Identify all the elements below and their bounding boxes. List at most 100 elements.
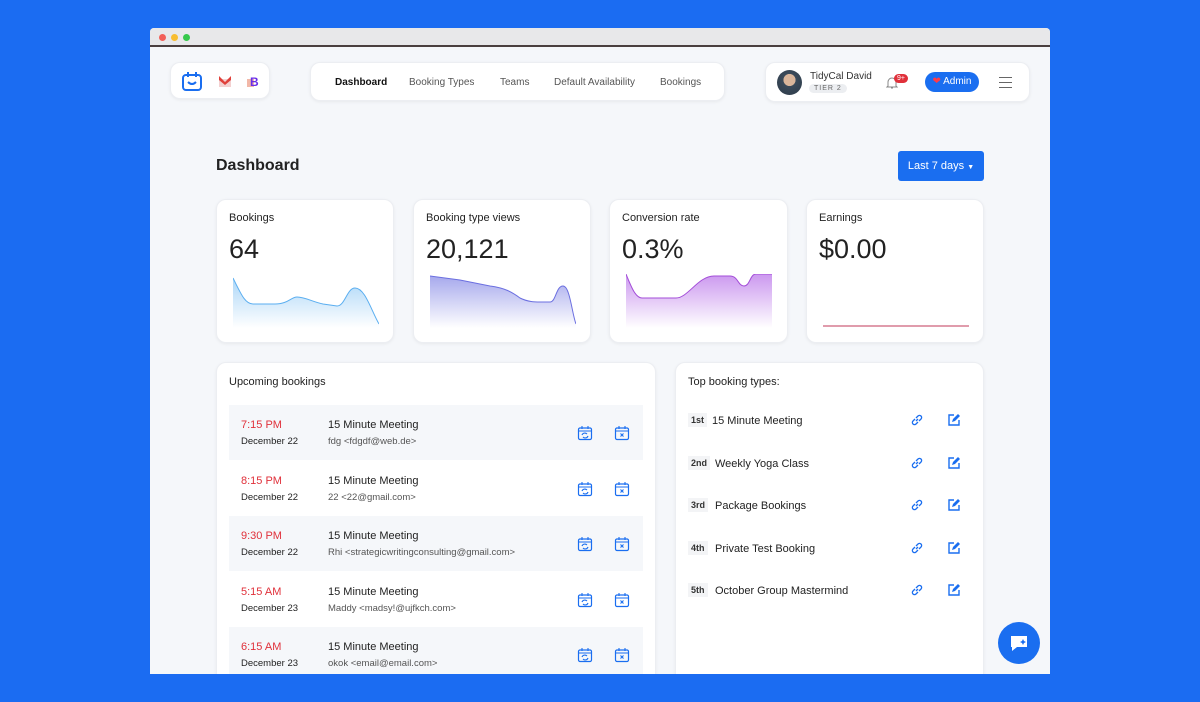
stat-value: 20,121 [426,234,509,264]
upcoming-bookings-card: Upcoming bookings 7:15 PM December 22 15… [216,362,656,674]
nav-default-availability[interactable]: Default Availability [554,77,635,88]
browser-window: B Dashboard Booking Types Teams Default … [150,28,1050,674]
edit-icon[interactable] [947,413,961,432]
top-type-item: 2nd Weekly Yoga Class [688,450,973,480]
reschedule-icon[interactable] [577,592,593,613]
booking-meeting: 15 Minute Meeting [328,474,419,487]
stat-label: Conversion rate [622,212,700,224]
user-bar: TidyCal David TIER 2 9+ ❤ Admin [765,62,1030,102]
top-type-item: 5th October Group Mastermind [688,577,973,607]
chat-icon [1011,636,1027,651]
minimize-dot[interactable] [171,34,178,41]
earnings-sparkline [823,325,969,327]
top-type-item: 1st 15 Minute Meeting [688,407,973,437]
booking-meeting: 15 Minute Meeting [328,641,419,653]
copy-link-icon[interactable] [910,498,924,517]
avatar[interactable] [777,70,802,95]
svg-text:B: B [250,75,259,87]
main-nav: Dashboard Booking Types Teams Default Av… [310,62,725,101]
booking-guest: Maddy <madsy!@ujfkch.com> [328,602,456,614]
stat-card-conversion: Conversion rate 0.3% [609,199,788,343]
stat-label: Bookings [229,212,275,224]
reschedule-icon[interactable] [577,536,593,557]
top-type-name: Weekly Yoga Class [715,457,809,470]
app-switcher: B [170,62,270,99]
edit-icon[interactable] [947,541,961,560]
stat-value: $0.00 [819,234,887,264]
rank-badge: 3rd [688,498,709,512]
cancel-booking-icon[interactable] [614,425,630,446]
booking-date: December 23 [241,658,299,669]
booking-row[interactable]: 9:30 PM December 22 15 Minute Meeting Rh… [229,516,643,571]
booking-time: 8:15 PM [241,474,282,487]
stat-label: Booking type views [426,212,521,224]
booking-row[interactable]: 6:15 AM December 23 15 Minute Meeting ok… [229,627,643,674]
copy-link-icon[interactable] [910,413,924,432]
booking-meeting: 15 Minute Meeting [328,530,419,542]
user-name[interactable]: TidyCal David [810,71,872,82]
stat-value: 64 [229,234,260,264]
copy-link-icon[interactable] [910,583,924,602]
booking-guest: Rhi <strategicwritingconsulting@gmail.co… [328,547,516,558]
rank-badge: 4th [688,540,708,555]
cancel-booking-icon[interactable] [614,592,630,613]
heart-icon: ❤ [932,76,941,87]
booking-date: December 22 [241,491,299,503]
reschedule-icon[interactable] [577,647,593,668]
rank-badge: 1st [688,413,708,427]
copy-link-icon[interactable] [910,541,924,560]
mail-app-icon[interactable] [219,76,231,87]
top-type-name: 15 Minute Meeting [712,415,803,427]
menu-icon[interactable] [999,77,1012,88]
caret-down-icon: ▼ [967,164,975,171]
reschedule-icon[interactable] [577,425,593,446]
nav-dashboard[interactable]: Dashboard [335,77,388,88]
admin-label: Admin [943,76,972,87]
nav-bookings[interactable]: Bookings [660,77,702,88]
cancel-booking-icon[interactable] [614,647,630,668]
admin-button[interactable]: ❤ Admin [925,72,979,92]
booking-time: 7:15 PM [241,419,282,431]
booking-guest: okok <email@email.com> [328,658,438,669]
top-type-name: Package Bookings [715,500,807,512]
cancel-booking-icon[interactable] [614,481,630,502]
views-sparkline [430,275,576,328]
reschedule-icon[interactable] [577,481,593,502]
booking-time: 6:15 AM [241,641,282,653]
stat-value: 0.3% [622,234,684,264]
booking-guest: fdg <fdgdf@web.de> [328,436,417,447]
top-type-item: 4th Private Test Booking [688,535,973,565]
stat-card-views: Booking type views 20,121 [413,199,591,343]
stat-label: Earnings [819,212,863,224]
b-app-icon[interactable]: B [247,75,259,87]
notification-badge: 9+ [894,74,908,83]
chat-button[interactable] [998,622,1040,664]
cancel-booking-icon[interactable] [614,536,630,557]
copy-link-icon[interactable] [910,456,924,475]
edit-icon[interactable] [947,456,961,475]
close-dot[interactable] [159,34,166,41]
rank-badge: 2nd [688,455,711,470]
booking-row[interactable]: 5:15 AM December 23 15 Minute Meeting Ma… [229,572,643,627]
tidycal-logo-icon[interactable] [181,70,205,93]
top-type-item: 3rd Package Bookings [688,492,973,522]
date-range-label: Last 7 days [907,160,965,172]
booking-row[interactable]: 8:15 PM December 22 15 Minute Meeting 22… [229,461,643,516]
edit-icon[interactable] [947,583,961,602]
edit-icon[interactable] [947,498,961,517]
booking-time: 9:30 PM [241,530,282,542]
booking-guest: 22 <22@gmail.com> [328,491,416,503]
upcoming-title: Upcoming bookings [229,376,326,388]
booking-date: December 22 [241,436,299,447]
booking-row[interactable]: 7:15 PM December 22 15 Minute Meeting fd… [229,405,643,460]
tier-badge: TIER 2 [809,84,847,93]
conversion-sparkline [626,274,772,328]
top-types-title: Top booking types: [688,376,780,388]
nav-booking-types[interactable]: Booking Types [409,77,475,88]
booking-meeting: 15 Minute Meeting [328,585,419,598]
stat-card-bookings: Bookings 64 [216,199,394,343]
maximize-dot[interactable] [183,34,190,41]
nav-teams[interactable]: Teams [500,77,530,88]
date-range-dropdown[interactable]: Last 7 days ▼ [898,151,984,181]
top-booking-types-card: Top booking types: 1st 15 Minute Meeting… [675,362,984,674]
